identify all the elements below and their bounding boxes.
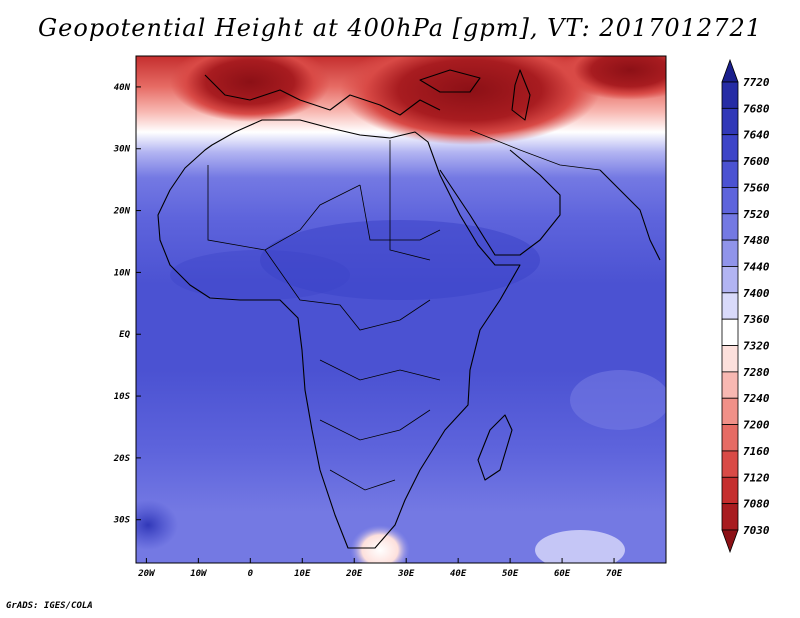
lon-tick-label: 70E xyxy=(606,569,623,579)
mediterranean-north-coast xyxy=(204,74,441,116)
border-line xyxy=(389,140,431,261)
border-line xyxy=(469,129,601,171)
lon-tick-label: 30E xyxy=(397,569,415,579)
colorbar-label: 7600 xyxy=(743,155,770,168)
lat-tick-label: EQ xyxy=(119,330,130,340)
coastlines xyxy=(157,69,661,549)
colorbar-swatch xyxy=(721,292,739,320)
height-field xyxy=(136,56,666,563)
lon-tick-label: 20W xyxy=(137,569,156,579)
colorbar-label: 7640 xyxy=(743,129,770,142)
border-line xyxy=(319,409,431,441)
border-line xyxy=(264,249,431,331)
colorbar-swatch xyxy=(721,187,739,215)
colorbar-label: 7520 xyxy=(743,208,770,221)
sahel-high xyxy=(170,250,350,300)
colorbar-top-arrow xyxy=(721,58,739,83)
colorbar-label: 7480 xyxy=(743,234,770,247)
longitude-axis: 20W 10W 0 10E 20E 30E 40E 50E 60E 70E xyxy=(137,558,623,579)
colorbar-label: 7440 xyxy=(743,260,770,273)
colorbar-swatch xyxy=(721,266,739,294)
lat-tick-label: 10S xyxy=(114,392,131,402)
colorbar-label: 7680 xyxy=(743,102,770,115)
lon-tick-label: 50E xyxy=(502,569,519,579)
tropical-high xyxy=(260,220,540,300)
southwest-high xyxy=(136,500,178,550)
colorbar-label: 7160 xyxy=(743,445,770,458)
map-title: Geopotential Height at 400hPa [gpm], VT:… xyxy=(38,14,762,42)
border-line xyxy=(319,359,441,381)
colorbar-swatch xyxy=(721,160,739,188)
colorbar-label: 7360 xyxy=(743,313,770,326)
colorbar-label: 7400 xyxy=(743,287,770,300)
lon-tick-label: 10E xyxy=(294,569,311,579)
lon-tick-label: 60E xyxy=(554,569,571,579)
border-line xyxy=(207,165,361,251)
lon-tick-label: 0 xyxy=(248,569,254,579)
grads-credit: GrADS: IGES/COLA xyxy=(6,601,93,611)
colorbar-swatch xyxy=(721,213,739,241)
colorbar-label: 7080 xyxy=(743,498,770,511)
africa-coastline xyxy=(157,119,521,549)
caspian-coast xyxy=(511,69,531,121)
colorbar-swatch xyxy=(721,81,739,109)
lon-tick-label: 40E xyxy=(450,569,467,579)
colorbar-label: 7320 xyxy=(743,340,770,353)
black-sea-coast xyxy=(419,69,481,93)
colorbar-label: 7120 xyxy=(743,471,770,484)
lat-tick-label: 10N xyxy=(114,268,131,278)
colorbar-swatch xyxy=(721,107,739,136)
colorbar-label: 7720 xyxy=(743,76,770,89)
colorbar-bottom-arrow xyxy=(721,529,739,554)
lon-tick-label: 10W xyxy=(190,569,208,579)
ridge-east xyxy=(340,56,600,145)
colorbar-swatch xyxy=(721,318,739,346)
cutoff-low xyxy=(350,525,410,563)
ocean-anomaly xyxy=(570,370,666,430)
madagascar-outline xyxy=(477,414,513,481)
lon-tick-label: 20E xyxy=(345,569,363,579)
colorbar-swatch xyxy=(721,371,739,399)
lat-tick-label: 30N xyxy=(113,145,131,155)
india-coast xyxy=(599,169,661,261)
lat-tick-label: 20N xyxy=(113,207,131,217)
colorbar-label: 7280 xyxy=(743,366,770,379)
border-line xyxy=(359,184,441,241)
lat-tick-label: 20S xyxy=(113,454,131,464)
country-borders xyxy=(207,129,601,491)
colorbar-swatch xyxy=(721,239,739,267)
colorbar-swatch xyxy=(721,397,739,425)
arabian-peninsula-coast xyxy=(439,149,561,256)
plot-frame xyxy=(135,55,667,564)
ridge-far-east xyxy=(560,56,666,100)
colorbar-label: 7030 xyxy=(743,524,770,537)
border-line xyxy=(329,469,396,491)
colorbar-label: 7200 xyxy=(743,419,770,432)
colorbar-swatch xyxy=(721,503,739,531)
latitude-axis: 40N 30N 20N 10N EQ 10S 20S 30S xyxy=(113,83,141,526)
colorbar-swatch xyxy=(721,450,739,478)
colorbar-swatch xyxy=(721,424,739,452)
southern-trough xyxy=(535,530,625,563)
colorbar-swatch xyxy=(721,134,739,162)
colorbar: 7720 7680 7640 7600 7560 7520 7480 7440 7400 7360… xyxy=(721,58,770,554)
colorbar-swatch xyxy=(721,345,739,373)
height-shading xyxy=(136,56,666,563)
lat-tick-label: 40N xyxy=(114,83,131,93)
colorbar-swatch xyxy=(721,476,739,505)
colorbar-label: 7240 xyxy=(743,392,770,405)
colorbar-label: 7560 xyxy=(743,181,770,194)
lat-tick-label: 30S xyxy=(113,516,131,526)
ridge-west xyxy=(170,56,330,122)
